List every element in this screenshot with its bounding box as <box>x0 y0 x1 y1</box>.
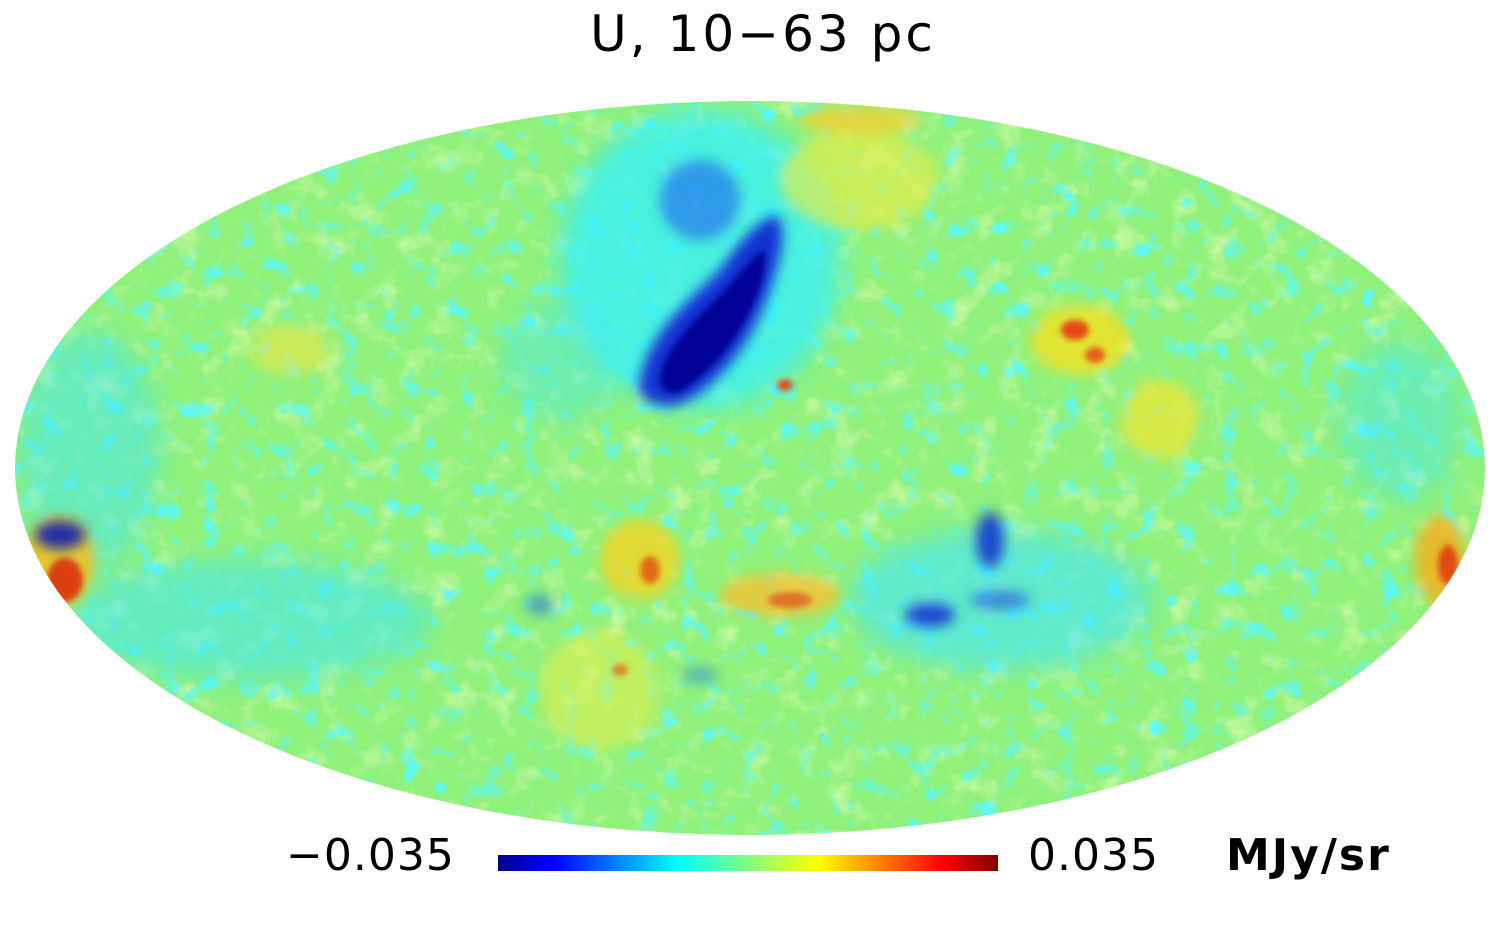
colorbar-gradient <box>498 855 998 871</box>
colorbar <box>498 855 998 871</box>
colorbar-max-label: 0.035 <box>1028 830 1159 881</box>
blue-regions <box>35 160 1030 683</box>
colorbar-unit-label: MJy/sr <box>1226 830 1391 881</box>
red-regions <box>47 320 1458 676</box>
cyan-regions <box>20 110 1460 680</box>
warm-regions <box>25 106 1465 750</box>
map-title: U, 10−63 pc <box>590 5 936 63</box>
colorbar-min-label: −0.035 <box>286 830 455 881</box>
